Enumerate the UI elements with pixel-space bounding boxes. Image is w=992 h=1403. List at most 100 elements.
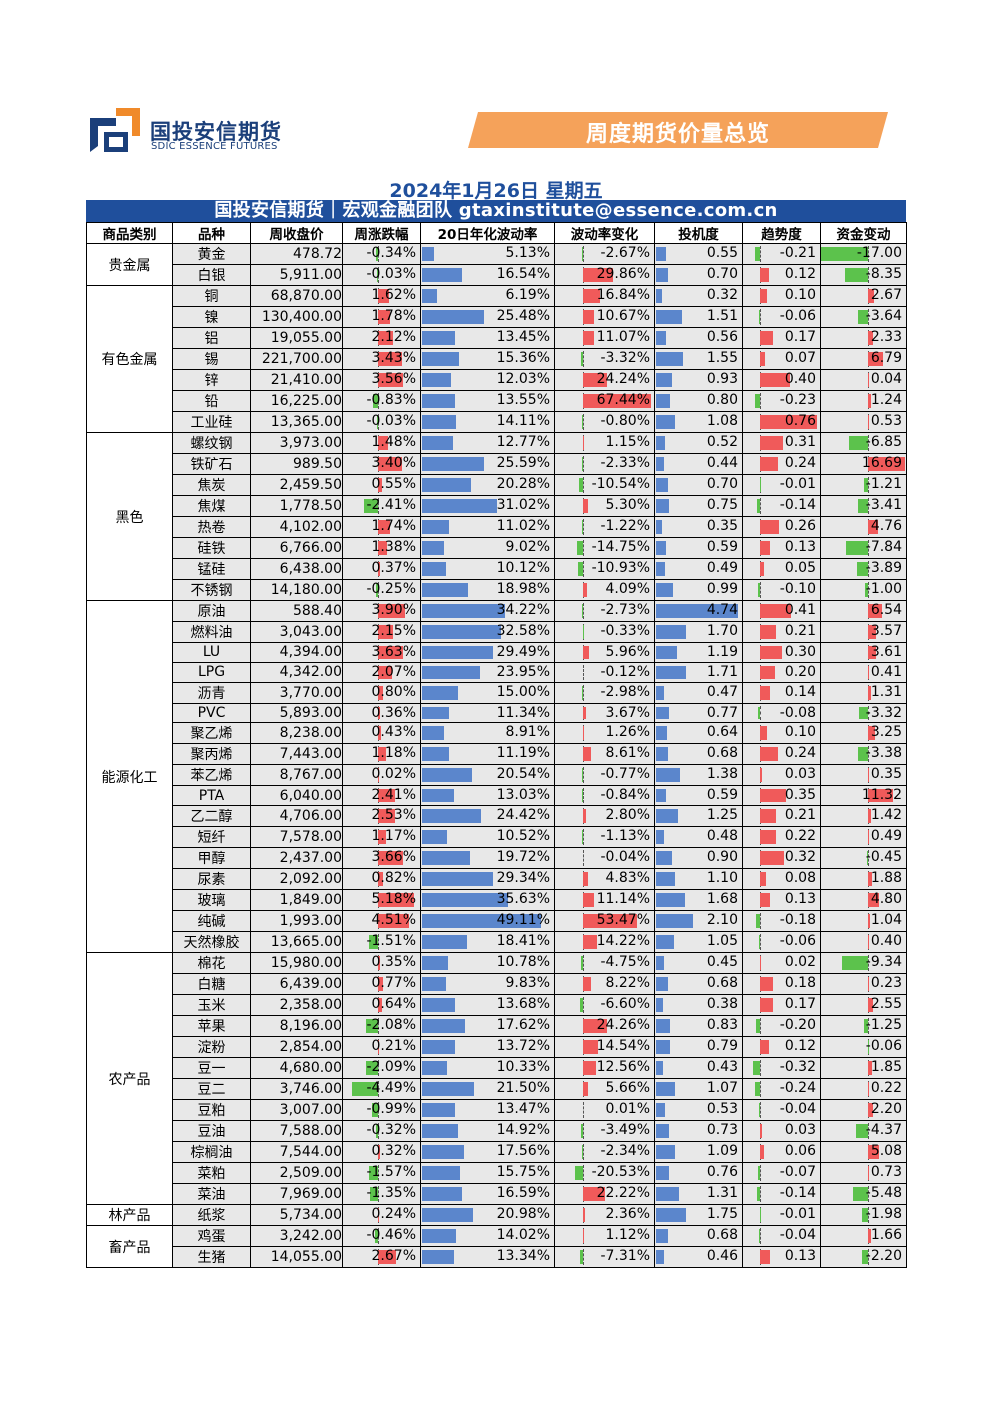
value-bar — [759, 289, 768, 303]
cell-value: 12.56% — [596, 1059, 650, 1076]
cell-value: 0.05 — [784, 560, 816, 576]
zero-axis — [759, 1102, 761, 1119]
value-bar — [422, 685, 459, 700]
cell-value: 1.15% — [605, 434, 650, 450]
table-row: 棕榈油 7,544.00 0.32% 17.56% -2.34% 1.09 0.06 5.08 — [87, 1141, 907, 1164]
weekly-change-cell: 1.74% — [342, 516, 421, 538]
volatility-change-cell: 8.22% — [554, 973, 655, 996]
zero-axis — [867, 1039, 869, 1056]
capital-change-cell: 1.31 — [820, 681, 907, 704]
cell-value: 20.98% — [496, 1206, 550, 1223]
volatility-change-cell: 8.61% — [554, 743, 655, 766]
value-bar — [756, 499, 760, 513]
capital-change-cell: -3.38 — [820, 743, 907, 766]
volatility-20d-cell: 16.54% — [420, 264, 555, 286]
value-bar — [351, 1082, 378, 1097]
trend-degree-cell: -0.10 — [742, 579, 821, 601]
speculation-degree-cell: 1.07 — [654, 1078, 743, 1101]
cell-value: 5.96% — [605, 644, 650, 660]
value-bar — [756, 914, 760, 929]
trend-degree-cell: 0.10 — [742, 285, 821, 307]
cell-value: 0.64% — [371, 996, 416, 1013]
value-bar — [656, 1250, 664, 1265]
value-bar — [656, 789, 667, 803]
cell-value: 1.66 — [870, 1227, 902, 1244]
cell-value: 0.12 — [784, 1038, 816, 1055]
volatility-20d-cell: 18.98% — [420, 579, 555, 601]
cell-value: 8.91% — [505, 724, 550, 741]
close-price-cell: 4,680.00 — [250, 1057, 343, 1080]
cell-value: 0.80 — [706, 392, 738, 408]
cell-value: -0.06 — [779, 933, 816, 950]
value-bar — [363, 499, 378, 513]
cell-value: 31.02% — [496, 497, 550, 513]
capital-change-cell: 0.53 — [820, 411, 907, 433]
cell-value: -1.22% — [600, 518, 650, 534]
value-bar — [656, 541, 667, 555]
volatility-change-cell: -14.75% — [554, 537, 655, 559]
zero-axis — [759, 309, 761, 325]
cell-value: 0.73 — [870, 1164, 902, 1181]
category-cell: 有色金属 — [86, 285, 173, 433]
cell-value: 29.49% — [496, 644, 550, 660]
table-row: 玻璃 1,849.00 5.18% 35.63% 11.14% 1.68 0.13 4.80 — [87, 889, 907, 912]
cell-value: -0.14 — [779, 1185, 816, 1202]
volatility-20d-cell: 29.34% — [420, 868, 555, 891]
volatility-20d-cell: 17.56% — [420, 1141, 555, 1164]
trend-degree-cell: 0.30 — [742, 642, 821, 663]
table-row: 沥青 3,770.00 0.80% 15.00% -2.98% 0.47 0.14 1.31 — [87, 681, 907, 704]
variety-name-cell: 白银 — [172, 264, 251, 286]
cell-value: 20.28% — [496, 476, 550, 492]
cell-value: 14.92% — [496, 1122, 550, 1139]
volatility-20d-cell: 29.49% — [420, 642, 555, 663]
cell-value: -4.37 — [865, 1122, 902, 1139]
value-bar — [656, 415, 675, 429]
trend-degree-cell: -0.04 — [742, 1099, 821, 1122]
cell-value: -0.06 — [865, 1038, 902, 1055]
value-bar — [753, 1061, 760, 1076]
speculation-degree-cell: 0.52 — [654, 432, 743, 454]
capital-change-cell: -1.98 — [820, 1204, 907, 1227]
cell-value: 4.80 — [870, 891, 902, 908]
value-bar — [656, 872, 676, 887]
value-bar — [422, 830, 448, 845]
cell-value: 1.09 — [706, 1143, 738, 1160]
value-bar — [377, 373, 403, 387]
speculation-degree-cell: 4.74 — [654, 600, 743, 622]
capital-change-cell: 11.32 — [820, 785, 907, 807]
value-bar — [422, 1208, 473, 1223]
value-bar — [656, 809, 678, 824]
trend-degree-cell: 0.24 — [742, 453, 821, 475]
capital-change-cell: -3.89 — [820, 558, 907, 580]
cell-value: 0.32 — [784, 849, 816, 866]
weekly-change-cell: -0.25% — [342, 579, 421, 601]
weekly-change-cell: 0.64% — [342, 994, 421, 1017]
value-bar — [867, 331, 873, 345]
cell-value: 3.61 — [870, 644, 902, 660]
cell-value: 1.31 — [706, 1185, 738, 1202]
close-price-cell: 16,225.00 — [250, 390, 343, 412]
trend-degree-cell: -0.08 — [742, 702, 821, 724]
cell-value: 0.13 — [784, 539, 816, 555]
speculation-degree-cell: 1.10 — [654, 868, 743, 891]
table-row: 玉米 2,358.00 0.64% 13.68% -6.60% 0.38 0.17 2.55 — [87, 994, 907, 1017]
value-bar — [377, 331, 393, 345]
variety-name-cell: 锌 — [172, 369, 251, 391]
cell-value: -1.21 — [865, 476, 902, 492]
cell-value: -0.01 — [779, 1206, 816, 1223]
capital-change-cell: -1.21 — [820, 474, 907, 496]
cell-value: -3.64 — [865, 308, 902, 324]
volatility-change-cell: -2.34% — [554, 1141, 655, 1164]
trend-degree-cell: 0.05 — [742, 558, 821, 580]
value-bar — [759, 872, 766, 887]
value-bar — [422, 747, 450, 762]
zero-axis — [867, 435, 869, 451]
cell-value: 16.54% — [496, 266, 550, 282]
zero-axis — [377, 246, 379, 262]
volatility-change-cell: -10.54% — [554, 474, 655, 496]
value-bar — [377, 685, 384, 700]
cell-value: 24.42% — [496, 807, 550, 824]
value-bar — [422, 809, 482, 824]
volatility-20d-cell: 20.54% — [420, 764, 555, 787]
zero-axis — [759, 1018, 761, 1035]
